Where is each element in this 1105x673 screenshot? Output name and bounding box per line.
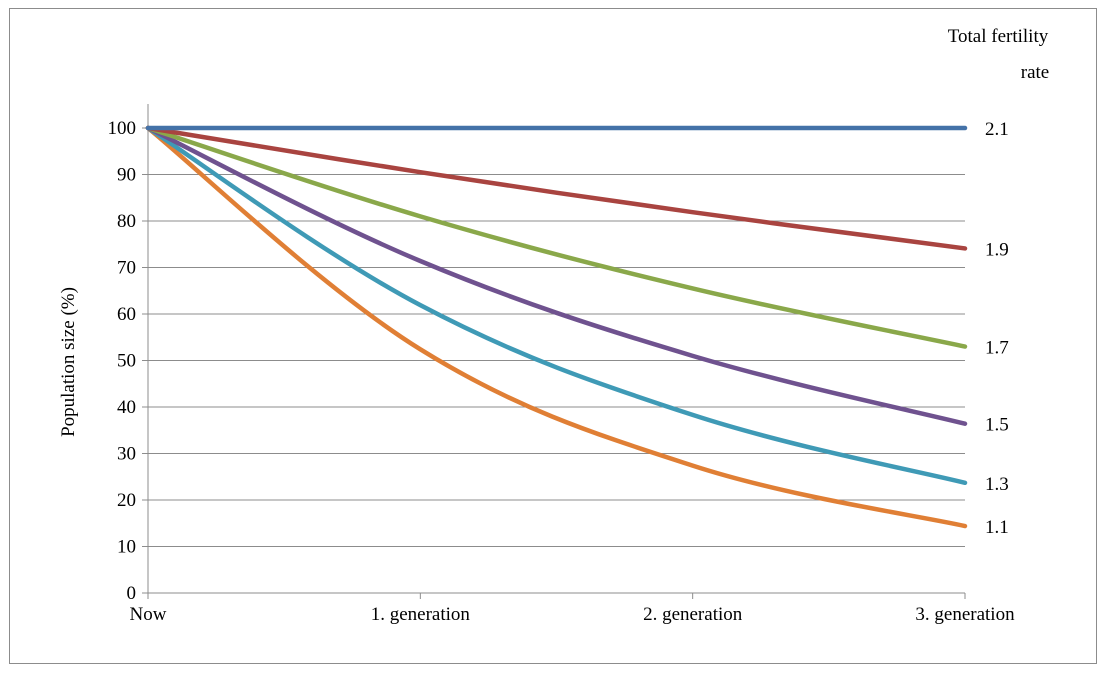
series-line-1-1 [145, 125, 968, 529]
series-end-label: 1.3 [985, 474, 1009, 495]
y-tick-label: 50 [117, 351, 136, 372]
axes [142, 104, 966, 599]
labels: 0 10 20 30 40 50 60 70 80 90 100 Now 1. generation 2.… [108, 118, 1016, 625]
series-line-1-9 [145, 125, 968, 251]
y-tick-label: 70 [117, 258, 136, 279]
series-end-label: 1.7 [985, 338, 1009, 359]
series-end-label: 1.1 [985, 517, 1009, 538]
x-tick-label: 1. generation [371, 604, 471, 625]
legend-title-line-1: Total fertility [948, 26, 1049, 47]
y-tick-label: 80 [117, 211, 136, 232]
series-line-1-7 [145, 125, 968, 349]
y-tick-label: 100 [108, 118, 137, 139]
series-lines [145, 125, 968, 529]
y-tick-label: 10 [117, 537, 136, 558]
x-tick-label: 3. generation [915, 604, 1015, 625]
x-tick-label: 2. generation [643, 604, 743, 625]
y-axis-title: Population size (%) [58, 287, 79, 437]
series-end-label: 1.9 [985, 239, 1009, 260]
series-end-label: 1.5 [985, 415, 1009, 436]
y-tick-label: 20 [117, 490, 136, 511]
x-tick-label: Now [130, 604, 167, 625]
y-tick-label: 40 [117, 397, 136, 418]
series-end-label: 2.1 [985, 119, 1009, 140]
legend-title-line-2: rate [1021, 62, 1049, 83]
y-tick-label: 0 [127, 583, 137, 604]
y-tick-label: 60 [117, 304, 136, 325]
series-line-1-5 [145, 125, 968, 426]
y-tick-label: 90 [117, 165, 136, 186]
y-tick-label: 30 [117, 444, 136, 465]
series-line-1-3 [145, 125, 968, 486]
